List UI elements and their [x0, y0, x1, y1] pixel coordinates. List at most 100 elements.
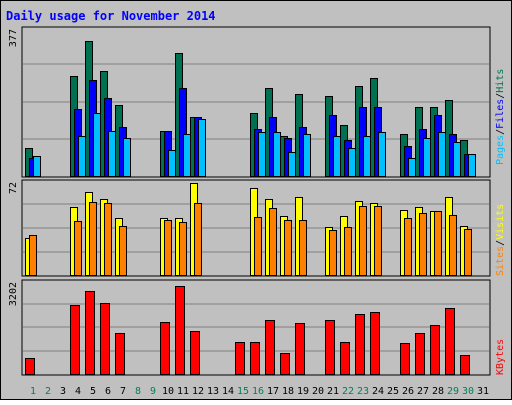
- top-panel-bar-pages-day-29: [453, 142, 461, 177]
- x-tick-label-day-15: 15: [237, 386, 249, 397]
- bottom-panel-ymax-label: 3202: [8, 282, 19, 306]
- x-tick-label-day-7: 7: [120, 386, 126, 397]
- bottom-panel-bar-kbytes-day-10: [160, 322, 170, 375]
- bottom-panel-legend: KBytes: [495, 339, 506, 375]
- middle-panel-legend-visits: Visits: [495, 204, 506, 240]
- middle-panel: 72: [8, 179, 491, 277]
- x-tick-label-day-23: 23: [357, 386, 369, 397]
- x-tick-label-day-3: 3: [60, 386, 66, 397]
- bottom-panel-bar-kbytes-day-30: [460, 355, 470, 375]
- bottom-panel-bar-kbytes-day-18: [280, 353, 290, 375]
- bottom-panel-bar-kbytes-day-12: [190, 331, 200, 375]
- middle-panel-bar-sites-day-10: [164, 220, 172, 276]
- top-panel-bar-pages-day-11: [183, 134, 191, 177]
- bottom-panel-legend-kbytes: KBytes: [495, 339, 506, 375]
- middle-panel-bar-sites-day-21: [329, 230, 337, 276]
- x-tick-label-day-17: 17: [267, 386, 279, 397]
- x-tick-label-day-10: 10: [162, 386, 174, 397]
- middle-panel-ymax-label: 72: [8, 182, 19, 194]
- middle-panel-bar-sites-day-5: [89, 202, 97, 276]
- x-tick-label-day-21: 21: [327, 386, 339, 397]
- x-tick-label-day-30: 30: [462, 386, 474, 397]
- middle-panel-bar-sites-day-4: [74, 221, 82, 276]
- x-tick-label-day-9: 9: [150, 386, 156, 397]
- bottom-panel: 3202: [8, 279, 491, 376]
- bottom-panel-bar-kbytes-day-21: [325, 320, 335, 375]
- middle-panel-bar-sites-day-12: [194, 203, 202, 276]
- top-panel-legend-files: Files: [495, 99, 506, 129]
- top-panel-bar-pages-day-24: [378, 132, 386, 177]
- middle-panel-bar-sites-day-6: [104, 203, 112, 276]
- x-tick-label-day-4: 4: [75, 386, 81, 397]
- x-tick-label-day-12: 12: [192, 386, 204, 397]
- x-tick-label-day-6: 6: [105, 386, 111, 397]
- top-panel-legend-separator: /: [495, 93, 506, 99]
- x-tick-label-day-22: 22: [342, 386, 354, 397]
- x-tick-label-day-29: 29: [447, 386, 459, 397]
- top-panel-bar-pages-day-19: [303, 134, 311, 177]
- middle-panel-bar-sites-day-23: [359, 206, 367, 276]
- top-panel-bar-pages-day-5: [93, 113, 101, 177]
- middle-panel-bar-sites-day-7: [119, 226, 127, 276]
- x-tick-label-day-13: 13: [207, 386, 219, 397]
- bottom-panel-bar-kbytes-day-28: [430, 325, 440, 375]
- middle-panel-bar-sites-day-17: [269, 208, 277, 276]
- top-panel-bar-pages-day-26: [408, 158, 416, 177]
- top-panel-bar-pages-day-27: [423, 138, 431, 177]
- top-panel-bar-pages-day-4: [78, 136, 86, 177]
- middle-panel-bar-sites-day-29: [449, 215, 457, 276]
- middle-panel-bar-sites-day-19: [299, 220, 307, 276]
- bottom-panel-bar-kbytes-day-7: [115, 333, 125, 375]
- middle-panel-legend-separator: /: [495, 240, 506, 246]
- bottom-panel-bar-kbytes-day-17: [265, 320, 275, 375]
- x-tick-label-day-5: 5: [90, 386, 96, 397]
- x-tick-label-day-18: 18: [282, 386, 294, 397]
- bottom-panel-bar-kbytes-day-4: [70, 305, 80, 375]
- top-panel-bar-pages-day-17: [273, 132, 281, 177]
- top-panel-bar-pages-day-28: [438, 132, 446, 177]
- middle-panel-bar-sites-day-28: [434, 211, 442, 276]
- bottom-panel-bar-kbytes-day-1: [25, 358, 35, 375]
- middle-panel-bar-sites-day-30: [464, 229, 472, 276]
- top-panel-bar-pages-day-23: [363, 136, 371, 177]
- bottom-panel-bar-kbytes-day-19: [295, 323, 305, 375]
- top-panel: 377: [8, 26, 491, 178]
- x-tick-label-day-8: 8: [135, 386, 141, 397]
- x-tick-label-day-28: 28: [432, 386, 444, 397]
- bottom-panel-bar-kbytes-day-29: [445, 308, 455, 375]
- middle-panel-legend: Sites/Visits: [495, 204, 506, 276]
- top-panel-bar-pages-day-12: [198, 119, 206, 177]
- chart-title: Daily usage for November 2014: [6, 9, 216, 23]
- middle-panel-bar-sites-day-26: [404, 218, 412, 276]
- top-panel-bar-pages-day-22: [348, 148, 356, 177]
- x-tick-label-day-1: 1: [30, 386, 36, 397]
- top-panel-legend-hits: Hits: [495, 69, 506, 93]
- x-tick-label-day-19: 19: [297, 386, 309, 397]
- x-tick-label-day-26: 26: [402, 386, 414, 397]
- middle-panel-bar-sites-day-22: [344, 227, 352, 276]
- top-panel-ymax-label: 377: [8, 29, 19, 47]
- bottom-panel-bar-kbytes-day-15: [235, 342, 245, 375]
- top-panel-bar-pages-day-21: [333, 136, 341, 177]
- top-panel-legend: Pages/Files/Hits: [495, 69, 506, 165]
- top-panel-bar-pages-day-1: [33, 156, 41, 177]
- x-tick-label-day-20: 20: [312, 386, 324, 397]
- middle-panel-bar-sites-day-24: [374, 206, 382, 276]
- x-tick-label-day-25: 25: [387, 386, 399, 397]
- x-tick-label-day-11: 11: [177, 386, 189, 397]
- top-panel-legend-separator: /: [495, 129, 506, 135]
- top-panel-bar-pages-day-6: [108, 131, 116, 177]
- bottom-panel-bar-kbytes-day-16: [250, 342, 260, 375]
- bottom-panel-bar-kbytes-day-23: [355, 314, 365, 375]
- x-tick-label-day-31: 31: [477, 386, 489, 397]
- x-tick-label-day-2: 2: [45, 386, 51, 397]
- middle-panel-bar-sites-day-27: [419, 213, 427, 276]
- bottom-panel-bar-kbytes-day-24: [370, 312, 380, 375]
- middle-panel-bar-sites-day-1: [29, 235, 37, 276]
- top-panel-bar-pages-day-16: [258, 132, 266, 177]
- bottom-panel-bar-kbytes-day-6: [100, 303, 110, 375]
- top-panel-bar-pages-day-10: [168, 150, 176, 177]
- bottom-panel-bar-kbytes-day-27: [415, 333, 425, 375]
- bottom-panel-bar-kbytes-day-26: [400, 343, 410, 375]
